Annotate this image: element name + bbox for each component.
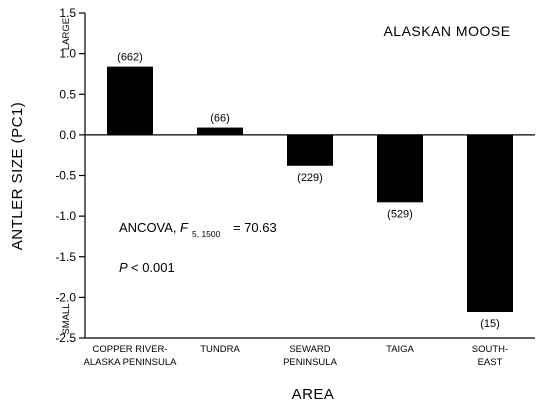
y-tick-label: 0.0 xyxy=(59,128,76,142)
y-tick-label: 1.0 xyxy=(59,47,76,61)
category-labels: COPPER RIVER- ALASKA PENINSULA TUNDRA SEWAR… xyxy=(84,344,509,368)
ancova-prefix: ANCOVA, xyxy=(119,220,177,235)
y-tick-label: 0.5 xyxy=(59,87,76,101)
f-letter: F xyxy=(180,220,189,235)
p-value-annotation: P < 0.001 xyxy=(119,260,175,275)
bar xyxy=(107,66,153,135)
y-tick-label: -2.5 xyxy=(55,331,76,345)
category-label: ALASKA PENINSULA xyxy=(84,357,178,368)
y-tick-label: 1.5 xyxy=(59,6,76,20)
x-axis-label: AREA xyxy=(292,386,335,403)
p-value: < 0.001 xyxy=(131,260,175,275)
f-subscript: 5, 1500 xyxy=(192,229,221,239)
category-label: SOUTH- xyxy=(472,344,508,355)
bar xyxy=(197,127,243,135)
f-value: = 70.63 xyxy=(233,220,277,235)
y-axis-ticks: 1.5 1.0 0.5 0.0 -0.5 -1.0 -1.5 -2.0 -2.5 xyxy=(55,6,85,345)
category-label: TAIGA xyxy=(386,344,414,355)
category-label: EAST xyxy=(478,357,503,368)
y-tick-label: -2.0 xyxy=(55,290,76,304)
sample-size-labels: (662) (66) (229) (529) (15) xyxy=(117,52,500,330)
bar xyxy=(377,134,423,203)
n-label: (15) xyxy=(480,318,500,330)
n-label: (529) xyxy=(387,208,413,220)
y-top-tag-large: LARGE xyxy=(61,18,72,50)
p-letter: P xyxy=(119,260,128,275)
ancova-annotation: ANCOVA, F 5, 1500 = 70.63 xyxy=(119,220,277,239)
n-label: (229) xyxy=(297,172,323,184)
y-axis-label: ANTLER SIZE (PC1) xyxy=(9,102,26,251)
y-tick-label: -1.0 xyxy=(55,209,76,223)
bars xyxy=(107,66,513,312)
bar xyxy=(287,134,333,166)
y-tick-label: -0.5 xyxy=(55,169,76,183)
category-label: PENINSULA xyxy=(283,357,338,368)
category-label: TUNDRA xyxy=(200,344,240,355)
n-label: (662) xyxy=(117,52,143,64)
y-bottom-tag-small: SMALL xyxy=(61,303,72,334)
category-label: COPPER RIVER- xyxy=(93,344,168,355)
chart-title: ALASKAN MOOSE xyxy=(383,23,510,39)
n-label: (66) xyxy=(210,113,230,125)
category-label: SEWARD xyxy=(289,344,330,355)
bar xyxy=(467,134,513,312)
y-tick-label: -1.5 xyxy=(55,250,76,264)
